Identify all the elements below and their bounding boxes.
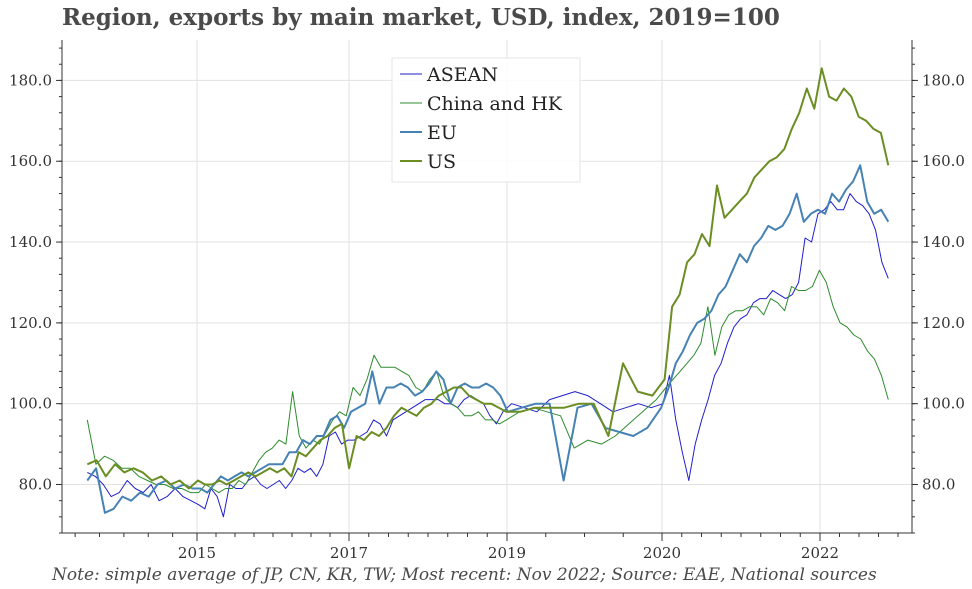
y-tick-label-left: 120.0 [9,314,52,332]
legend-label-asean: ASEAN [426,64,498,86]
x-tick-label: 2020 [643,544,681,562]
y-tick-label-left: 180.0 [9,71,52,89]
x-tick-label: 2015 [178,544,216,562]
x-tick-label: 2022 [801,544,839,562]
series-lines [86,67,890,518]
series-line-china-and-hk [86,269,889,494]
y-tick-label-right: 120.0 [922,314,965,332]
y-tick-label-left: 160.0 [9,152,52,170]
x-tick-label: 2017 [330,544,368,562]
y-tick-label-left: 100.0 [9,395,52,413]
y-tick-label-right: 160.0 [922,152,965,170]
legend-label-eu: EU [427,122,457,144]
y-tick-label-left: 140.0 [9,233,52,251]
y-tick-label-right: 80.0 [922,476,955,494]
series-line-eu [86,164,890,514]
chart-note: Note: simple average of JP, CN, KR, TW; … [52,565,877,585]
chart-title: Region, exports by main market, USD, ind… [62,4,780,31]
axes: 80.0 80.0 100.0 100.0 120.0 120.0 140.0 140.0 16… [9,40,965,562]
y-tick-label-left: 80.0 [19,476,52,494]
x-tick-label: 2019 [488,544,526,562]
y-tick-label-right: 100.0 [922,395,965,413]
legend-box [391,57,581,183]
legend: ASEAN China and HK EU US [391,57,581,183]
legend-label-china-and-hk: China and HK [427,93,563,115]
y-tick-label-right: 180.0 [922,71,965,89]
series-line-us [86,67,890,490]
legend-label-us: US [427,151,456,173]
y-tick-label-right: 140.0 [922,233,965,251]
